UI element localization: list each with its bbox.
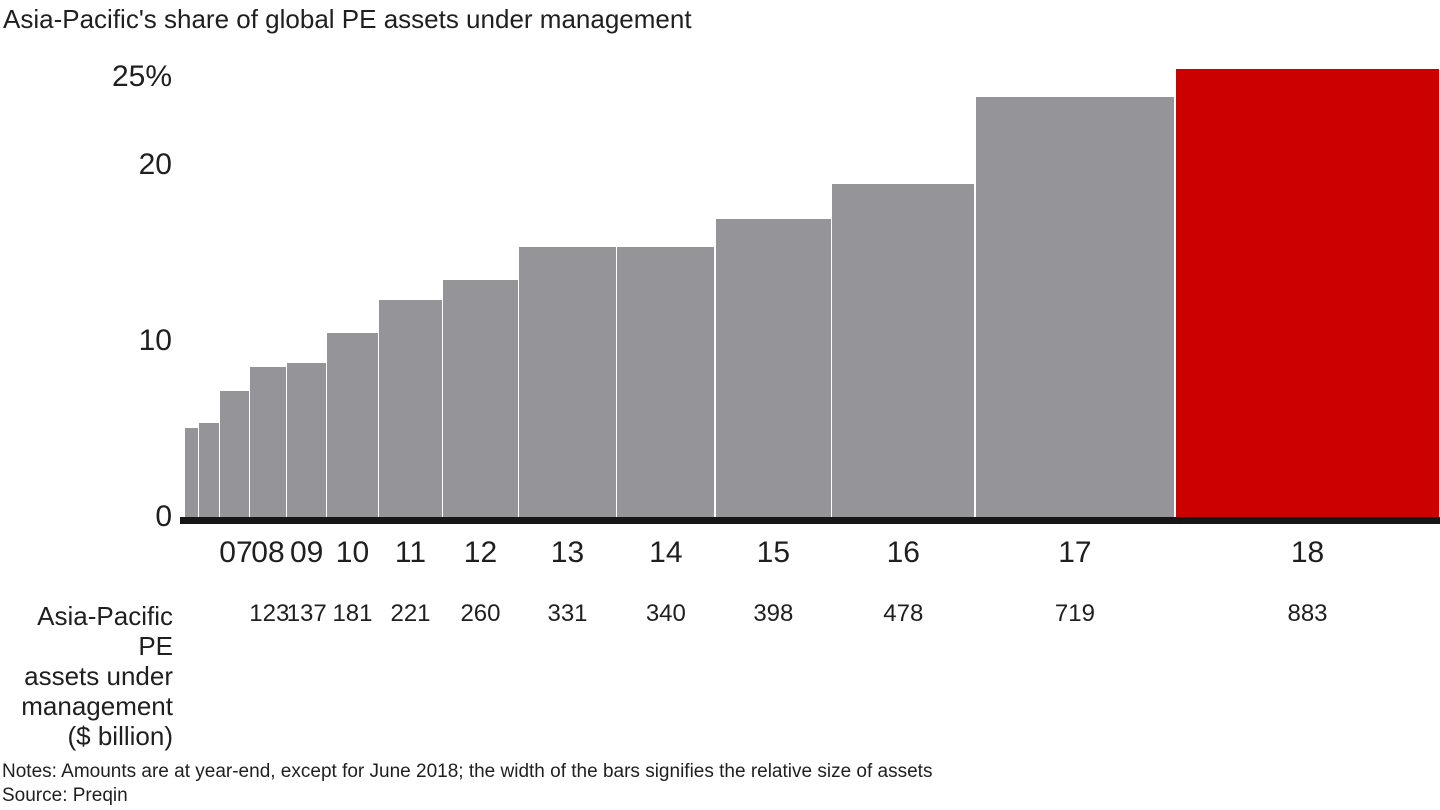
year-label-18: 18 [1290, 536, 1325, 569]
bar-09 [287, 363, 326, 518]
aum-value-label-14: 340 [645, 600, 686, 627]
year-label-14: 14 [649, 536, 683, 569]
bar-08 [250, 366, 286, 518]
bar-2018-highlighted [1175, 69, 1440, 518]
bar-small-1 [199, 422, 219, 518]
bar-11 [379, 299, 442, 518]
year-label-10: 10 [335, 536, 370, 569]
bar-10 [327, 333, 378, 518]
aum-value-label-10: 181 [332, 600, 373, 627]
year-label-09: 09 [290, 536, 324, 569]
aum-row-header-line-4: ($ billion) [67, 721, 174, 751]
bar-small-0 [184, 428, 198, 518]
chart-title: Asia-Pacific's share of global PE assets… [3, 4, 692, 34]
notes-line: Notes: Amounts are at year-end, except f… [2, 761, 933, 782]
aum-row-header: Asia-Pacific PE assets under management … [0, 601, 173, 751]
bar-15 [715, 218, 831, 518]
aum-value-label-08: 123 [249, 600, 290, 627]
year-label-15: 15 [756, 536, 791, 569]
y-axis-tick-label-25: 25% [111, 60, 172, 93]
aum-row-header-line-1: Asia-Pacific PE [37, 601, 173, 661]
bar-17 [975, 97, 1175, 518]
y-axis-tick-label-0: 0 [155, 500, 172, 533]
aum-row-header-line-3: management [21, 691, 173, 721]
y-axis-tick-label-20: 20 [138, 148, 172, 181]
bar-14 [617, 246, 715, 518]
aum-value-label-12: 260 [460, 600, 501, 627]
year-label-17: 17 [1058, 536, 1092, 569]
source-line: Source: Preqin [2, 785, 128, 806]
x-axis-baseline [180, 517, 1440, 524]
aum-value-label-11: 221 [390, 600, 431, 627]
bar-07 [220, 391, 249, 518]
aum-value-label-17: 719 [1054, 600, 1095, 627]
year-label-13: 13 [550, 536, 585, 569]
aum-value-label-09: 137 [286, 600, 327, 627]
aum-row-header-line-2: assets under [24, 661, 173, 691]
year-label-08: 08 [251, 536, 285, 569]
year-label-11: 11 [394, 536, 427, 569]
bar-13 [519, 246, 616, 518]
aum-value-label-13: 331 [547, 600, 588, 627]
bar-16 [832, 183, 975, 518]
year-label-07: 07 [219, 536, 253, 569]
year-label-12: 12 [463, 536, 498, 569]
bar-12 [443, 280, 518, 518]
y-axis-tick-label-10: 10 [138, 324, 172, 357]
aum-value-label-15: 398 [753, 600, 794, 627]
year-label-16: 16 [886, 536, 920, 569]
aum-value-label-18: 883 [1287, 600, 1328, 627]
aum-value-label-16: 478 [883, 600, 924, 627]
